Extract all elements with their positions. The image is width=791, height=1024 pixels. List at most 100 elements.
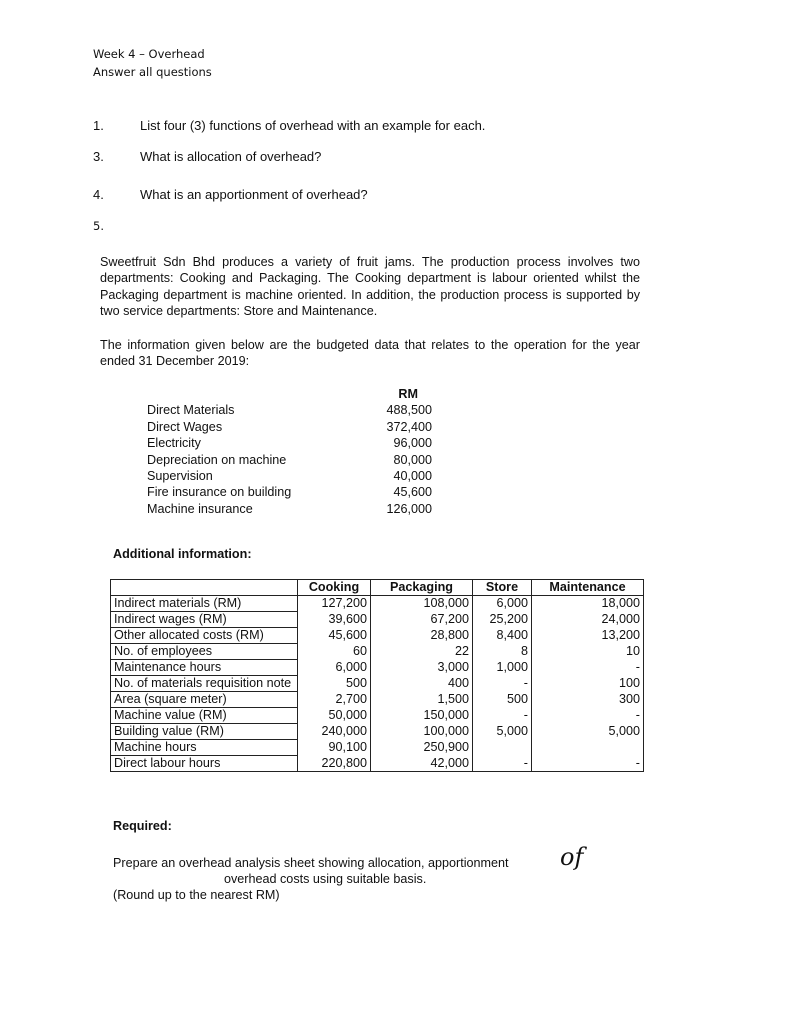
cell-value: 108,000 [370, 595, 473, 612]
cell-value: 250,900 [370, 739, 473, 756]
case-paragraph: The information given below are the budg… [100, 338, 640, 369]
row-label: Area (square meter) [110, 691, 298, 708]
cell-value: 10 [531, 643, 644, 660]
column-header: Store [472, 579, 532, 596]
cell-value: 8,400 [472, 627, 532, 644]
cell-value: 5,000 [472, 723, 532, 740]
additional-info-table: Cooking Packaging Store Maintenance Indi… [110, 579, 644, 772]
table-row: Building value (RM) 240,000 100,000 5,000 5,… [110, 723, 644, 740]
row-label: Machine value (RM) [110, 707, 298, 724]
budget-amount: 45,600 [393, 485, 432, 500]
required-heading: Required: [113, 819, 172, 833]
budget-row: Direct Materials 488,500 [147, 402, 432, 418]
cell-value: 25,200 [472, 611, 532, 628]
budget-item: Fire insurance on building [147, 485, 292, 500]
additional-heading: Additional information: [113, 547, 252, 561]
cell-value: 60 [297, 643, 371, 660]
required-text: Prepare an overhead analysis sheet showi… [113, 856, 509, 870]
cell-value: 2,700 [297, 691, 371, 708]
cell-value: - [531, 755, 644, 772]
table-row: Indirect wages (RM) 39,600 67,200 25,200 24,… [110, 611, 644, 628]
cell-value: 22 [370, 643, 473, 660]
table-row: Area (square meter) 2,700 1,500 500 300 [110, 691, 644, 708]
budget-item: Supervision [147, 469, 213, 484]
cell-value: 67,200 [370, 611, 473, 628]
question-text: List four (3) functions of overhead with… [140, 118, 486, 133]
cell-value: 240,000 [297, 723, 371, 740]
table-row: Machine value (RM) 50,000 150,000- - [110, 707, 644, 724]
cell-value: 50,000 [297, 707, 371, 724]
cell-value: 5,000 [531, 723, 644, 740]
budget-item: Direct Wages [147, 419, 223, 434]
cell-value: 90,100 [297, 739, 371, 756]
cell-value: 18,000 [531, 595, 644, 612]
cell-value: 8 [472, 643, 532, 660]
budget-item: Machine insurance [147, 501, 253, 516]
cell-value: 39,600 [297, 611, 371, 628]
cell-value: - [531, 659, 644, 676]
cell-value [472, 739, 532, 756]
question-text: What is allocation of overhead? [140, 149, 322, 164]
cell-value: - [531, 707, 644, 724]
budget-row: Supervision 40,000 [147, 468, 432, 484]
required-note: (Round up to the nearest RM) [113, 888, 280, 902]
question-number: 5. [93, 219, 104, 233]
cell-value: 28,800 [370, 627, 473, 644]
cell-value: 45,600 [297, 627, 371, 644]
question-number: 4. [93, 187, 104, 202]
cell-value: 500 [297, 675, 371, 692]
budget-row: Electricity 96,000 [147, 435, 432, 451]
table-row: No. of employees 60 22 8 10 [110, 643, 644, 660]
cell-value: - [472, 755, 532, 772]
row-label: Other allocated costs (RM) [110, 627, 298, 644]
cell-value: 6,000 [472, 595, 532, 612]
budget-list: RM Direct Materials 488,500 Direct Wages 3… [147, 386, 432, 517]
case-paragraph: Sweetfruit Sdn Bhd produces a variety of… [100, 255, 640, 318]
cell-value: 3,000 [370, 659, 473, 676]
handwritten-annotation: of [560, 843, 584, 871]
table-row: Maintenance hours 6,000 3,000 1,000- [110, 659, 644, 676]
cell-value: 400 [370, 675, 473, 692]
row-label: Indirect materials (RM) [110, 595, 298, 612]
column-header: Packaging [370, 579, 473, 596]
budget-amount: 488,500 [386, 403, 432, 418]
row-label: Maintenance hours [110, 659, 298, 676]
row-label: Indirect wages (RM) [110, 611, 298, 628]
cell-value: 100 [531, 675, 644, 692]
doc-title: Week 4 – Overhead [93, 47, 205, 61]
budget-header: RM [398, 387, 418, 401]
row-label: No. of materials requisition note [110, 675, 298, 692]
budget-item: Electricity [147, 436, 201, 451]
budget-amount: 80,000 [393, 452, 432, 467]
budget-item: Depreciation on machine [147, 452, 287, 467]
question-number: 1. [93, 118, 104, 133]
required-text: overhead costs using suitable basis. [224, 872, 427, 886]
table-row: No. of materials requisition note 500 400-… [110, 675, 644, 692]
budget-amount: 96,000 [393, 436, 432, 451]
cell-value: 1,500 [370, 691, 473, 708]
budget-item: Direct Materials [147, 403, 235, 418]
table-row: Direct labour hours 220,800 42,000- - [110, 755, 644, 772]
cell-value: 500 [472, 691, 532, 708]
budget-row: Fire insurance on building 45,600 [147, 484, 432, 500]
column-header: Maintenance [531, 579, 644, 596]
cell-value: 1,000 [472, 659, 532, 676]
row-label: Building value (RM) [110, 723, 298, 740]
cell-value: 24,000 [531, 611, 644, 628]
budget-amount: 40,000 [393, 469, 432, 484]
table-row: Indirect materials (RM) 127,200 108,000 6,0… [110, 595, 644, 612]
cell-value: 42,000 [370, 755, 473, 772]
cell-value: - [472, 675, 532, 692]
row-label: No. of employees [110, 643, 298, 660]
column-header [110, 579, 298, 596]
budget-row: Machine insurance 126,000 [147, 501, 432, 517]
question-number: 3. [93, 149, 104, 164]
table-row: Machine hours 90,100 250,900 [110, 739, 644, 756]
budget-amount: 372,400 [386, 419, 432, 434]
column-header: Cooking [297, 579, 371, 596]
question-text: What is an apportionment of overhead? [140, 187, 368, 202]
budget-amount: 126,000 [386, 501, 432, 516]
cell-value [531, 739, 644, 756]
table-row: Other allocated costs (RM) 45,600 28,800 8,… [110, 627, 644, 644]
